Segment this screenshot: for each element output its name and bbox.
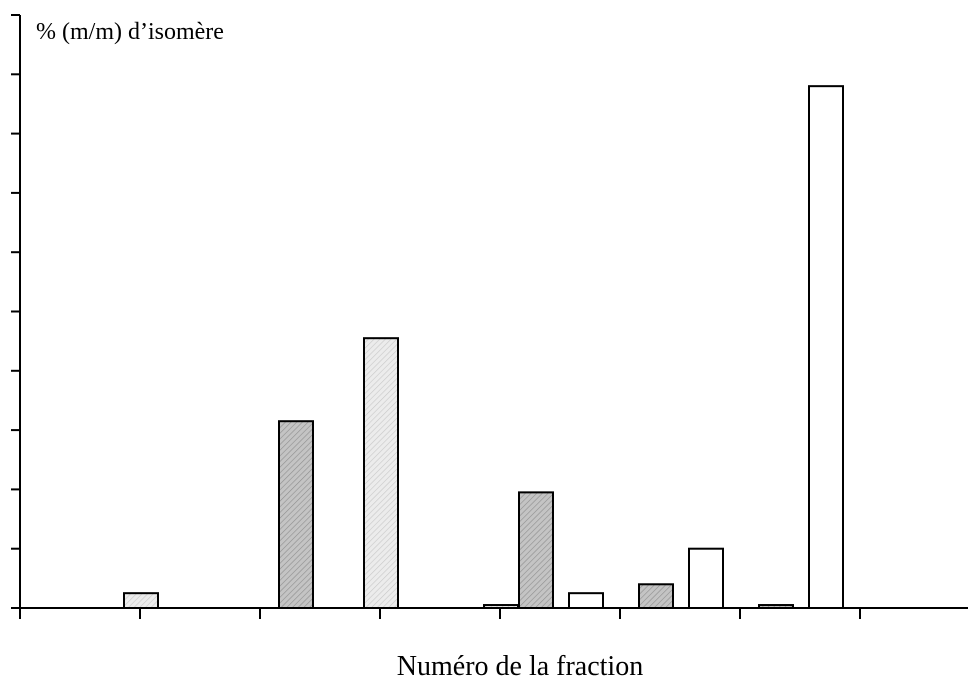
- bar-4-series-2: [483, 604, 519, 609]
- bar-3-series-2: [363, 337, 399, 609]
- x-axis: [19, 607, 968, 619]
- y-axis: [11, 14, 21, 609]
- bar-1-series-2: [123, 592, 159, 609]
- bar-6-series-3: [758, 604, 794, 609]
- bars: [123, 85, 844, 610]
- bar-2-series-3: [278, 420, 314, 609]
- bar-5-series-1: [568, 592, 604, 609]
- bar-5-series-3: [638, 583, 674, 610]
- y-axis-label: % (m/m) d’isomère: [36, 19, 224, 45]
- bar-4-series-3: [518, 491, 554, 609]
- bar-6-series-1: [688, 547, 724, 610]
- x-axis-label: Numéro de la fraction: [397, 651, 643, 679]
- bar-7-series-1: [808, 85, 844, 610]
